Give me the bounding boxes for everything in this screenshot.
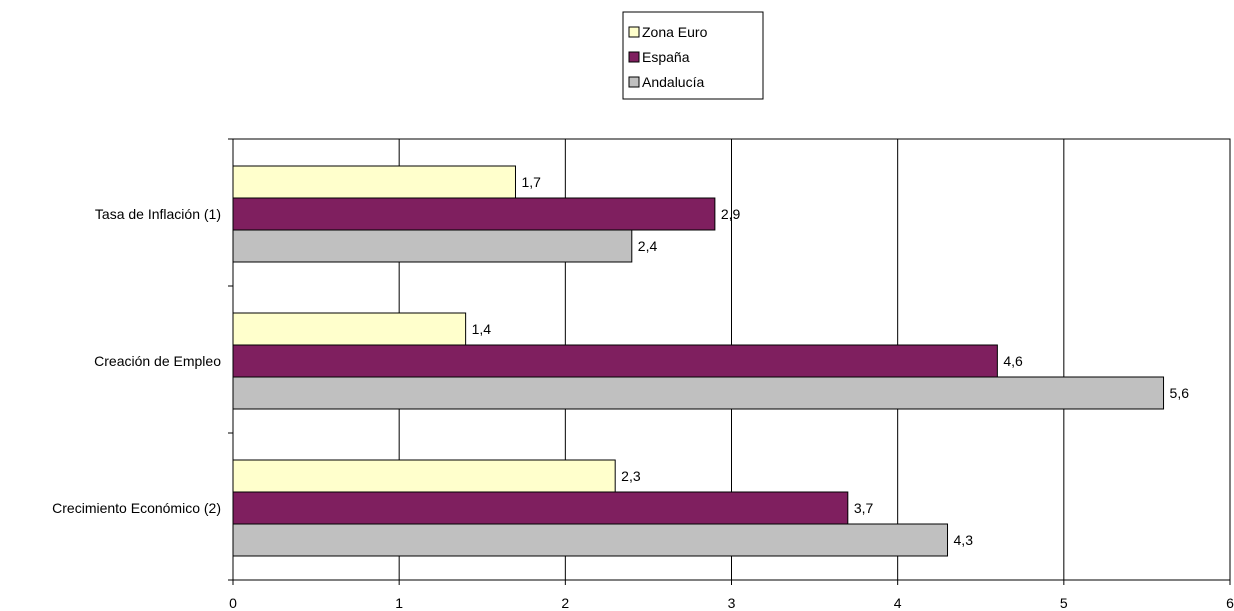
data-label: 4,3 — [954, 532, 974, 548]
bar — [232, 312, 467, 346]
bar — [232, 459, 616, 493]
legend-box — [622, 11, 764, 100]
data-label: 3,7 — [854, 500, 874, 516]
x-tick-label: 3 — [728, 595, 736, 611]
bar — [232, 229, 633, 263]
bar — [232, 165, 516, 199]
legend-swatch — [628, 76, 640, 88]
bar — [232, 523, 949, 557]
data-label: 2,9 — [721, 206, 741, 222]
bar — [232, 344, 998, 378]
bar — [232, 376, 1165, 410]
x-tick-label: 0 — [229, 595, 237, 611]
x-tick-label: 4 — [894, 595, 902, 611]
legend-swatch — [628, 51, 640, 63]
category-label: Crecimiento Económico (2) — [52, 500, 221, 516]
x-tick-label: 6 — [1226, 595, 1234, 611]
data-label: 5,6 — [1170, 385, 1190, 401]
data-label: 1,7 — [521, 174, 541, 190]
data-label: 2,3 — [621, 468, 641, 484]
x-tick-label: 2 — [561, 595, 569, 611]
category-label: Tasa de Inflación (1) — [95, 206, 221, 222]
data-label: 1,4 — [472, 321, 492, 337]
legend-label: Zona Euro — [642, 24, 708, 40]
data-label: 2,4 — [638, 238, 658, 254]
x-tick-label: 5 — [1060, 595, 1068, 611]
category-label: Creación de Empleo — [94, 353, 221, 369]
x-tick-label: 1 — [395, 595, 403, 611]
bar — [232, 491, 849, 525]
data-label: 4,6 — [1003, 353, 1023, 369]
legend-label: Andalucía — [642, 74, 704, 90]
bar — [232, 197, 716, 231]
legend-swatch — [628, 26, 640, 38]
legend-label: España — [642, 49, 690, 65]
